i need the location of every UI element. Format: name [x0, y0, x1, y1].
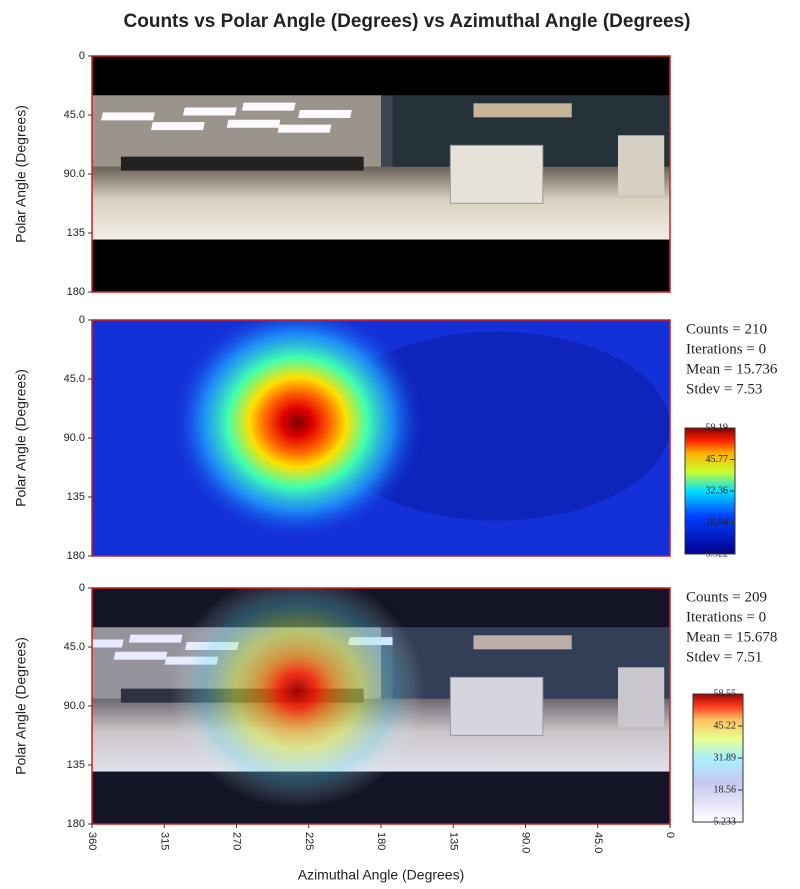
ceiling-light	[298, 110, 352, 118]
y-tick-label: 90.0	[64, 700, 85, 712]
ceiling-light	[151, 122, 205, 130]
x-tick-label: 135	[447, 832, 459, 850]
colorbar-tick-label: 59.19	[706, 422, 729, 433]
y-tick-label: 135	[67, 491, 85, 503]
stat-line: Iterations = 0	[686, 341, 766, 357]
poster	[473, 103, 571, 117]
x-tick-label: 45.0	[592, 832, 604, 853]
colorbar-tick-label: 45.22	[714, 720, 737, 731]
colorbar-tick-label: 18.94	[706, 517, 729, 528]
colorbar-tick-label: 5.522	[706, 548, 729, 559]
ceiling-light	[183, 108, 237, 116]
floor	[92, 167, 670, 240]
box	[450, 145, 542, 203]
overlay-hotspot	[170, 572, 424, 808]
x-tick-label: 225	[303, 832, 315, 850]
colorbar-tick-label: 31.89	[714, 752, 737, 763]
ceiling-light	[242, 103, 296, 111]
x-tick-label: 270	[231, 832, 243, 850]
monitor-row	[121, 157, 364, 171]
stat-line: Mean = 15.736	[686, 361, 778, 377]
y-axis-label: Polar Angle (Degrees)	[13, 105, 29, 243]
y-tick-label: 0	[79, 50, 85, 62]
x-tick-label: 90.0	[520, 832, 532, 853]
figure: Counts vs Polar Angle (Degrees) vs Azimu…	[0, 0, 800, 889]
y-tick-label: 45.0	[64, 373, 85, 385]
ceiling-light	[101, 112, 155, 120]
ceiling-light	[38, 654, 92, 662]
plot-area	[92, 304, 670, 556]
ceiling-light	[227, 120, 281, 128]
x-tick-label: 180	[375, 832, 387, 850]
colorbar-tick-label: 45.77	[706, 454, 729, 465]
stat-line: Mean = 15.678	[686, 629, 777, 645]
plot-area	[92, 56, 670, 292]
cabinet	[618, 135, 664, 195]
stat-line: Counts = 210	[686, 321, 767, 337]
y-tick-label: 180	[67, 818, 85, 830]
x-tick-label: 315	[158, 832, 170, 850]
colorbar-tick-label: 5.233	[714, 816, 737, 827]
colorbar-tick-label: 58.55	[714, 688, 737, 699]
stat-line: Stdev = 7.51	[686, 649, 762, 665]
y-tick-label: 180	[67, 550, 85, 562]
y-tick-label: 0	[79, 314, 85, 326]
x-tick-label: 0	[664, 832, 676, 838]
y-tick-label: 90.0	[64, 432, 85, 444]
stat-line: Iterations = 0	[686, 609, 766, 625]
y-axis-label: Polar Angle (Degrees)	[13, 369, 29, 507]
plot-area	[0, 572, 670, 824]
y-tick-label: 90.0	[64, 168, 85, 180]
stat-line: Stdev = 7.53	[686, 381, 762, 397]
y-tick-label: 135	[67, 759, 85, 771]
stat-line: Counts = 209	[686, 589, 767, 605]
y-tick-label: 0	[79, 582, 85, 594]
ceiling-light	[278, 125, 332, 133]
x-axis-label: Azimuthal Angle (Degrees)	[298, 867, 465, 883]
heatmap-hotspot	[170, 304, 424, 540]
y-tick-label: 45.0	[64, 109, 85, 121]
y-tick-label: 45.0	[64, 641, 85, 653]
y-tick-label: 180	[67, 286, 85, 298]
y-tick-label: 135	[67, 227, 85, 239]
y-axis-label: Polar Angle (Degrees)	[13, 637, 29, 775]
chart-title: Counts vs Polar Angle (Degrees) vs Azimu…	[124, 11, 691, 32]
x-tick-label: 360	[86, 832, 98, 850]
colorbar-tick-label: 18.56	[714, 784, 737, 795]
colorbar-tick-label: 32.36	[706, 485, 729, 496]
